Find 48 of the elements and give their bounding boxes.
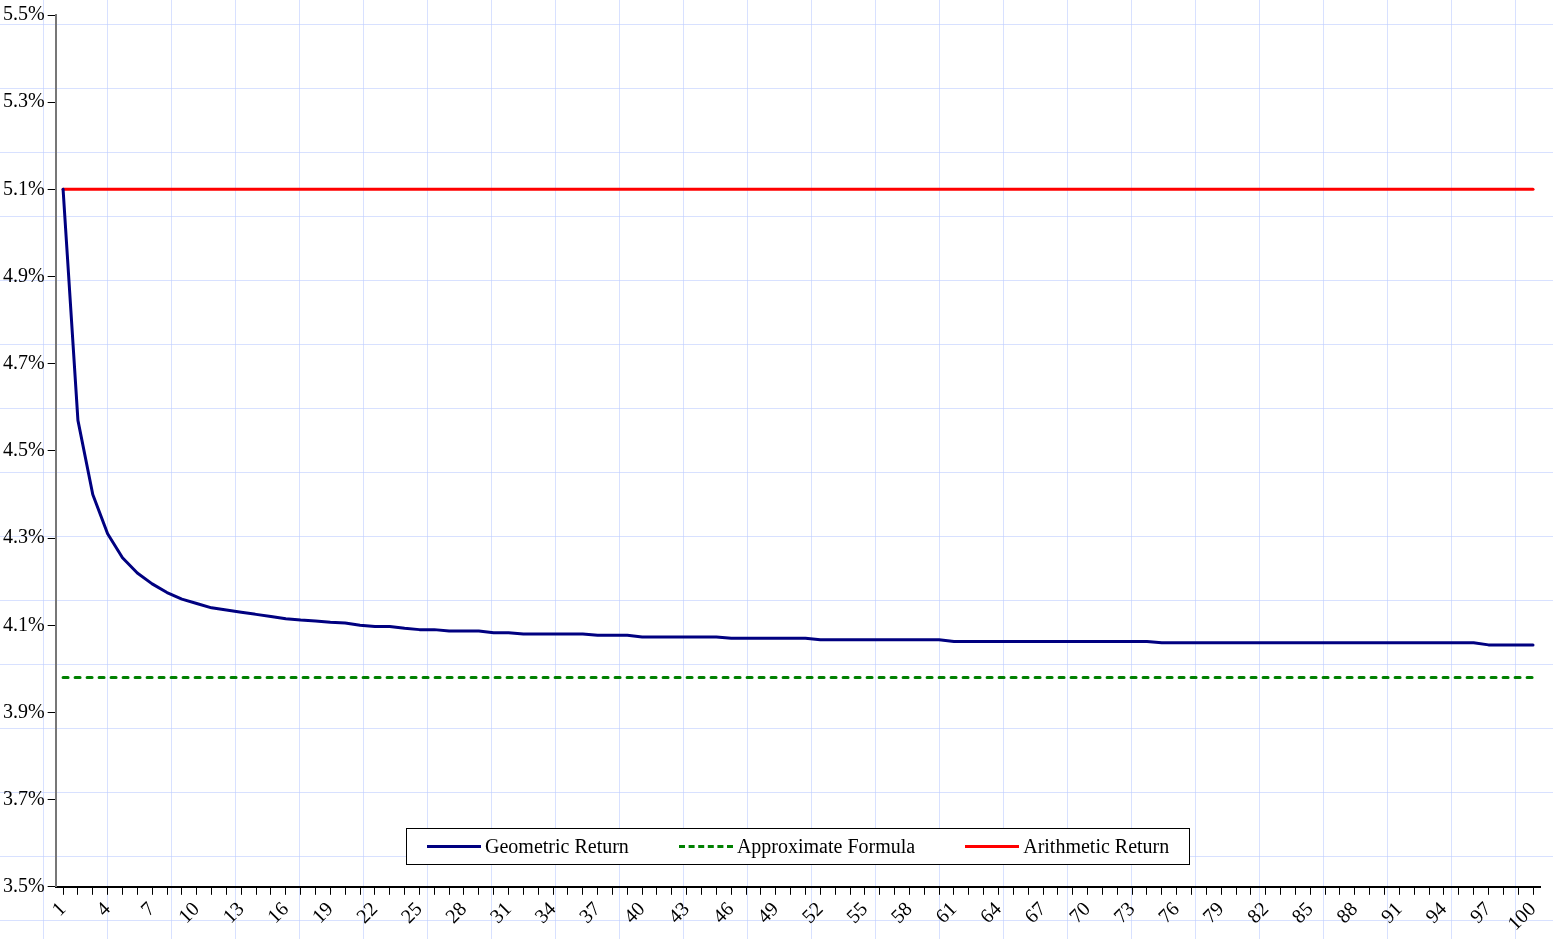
y-tick-label: 4.7%	[2, 350, 45, 373]
x-tick-label: 85	[1287, 897, 1317, 927]
x-tick-label: 73	[1108, 897, 1139, 927]
x-tick-label: 28	[440, 897, 471, 927]
x-tick-label: 13	[218, 897, 248, 927]
x-tick-label: 46	[708, 897, 738, 927]
x-tick-label: 88	[1331, 897, 1362, 927]
y-tick-label: 3.9%	[2, 699, 45, 722]
y-tick-label: 5.1%	[2, 176, 45, 199]
x-tick-label: 70	[1064, 897, 1095, 927]
y-tick-label: 5.3%	[2, 89, 45, 112]
x-tick-label: 52	[797, 897, 827, 927]
x-tick-label: 55	[841, 897, 872, 927]
x-tick-label: 43	[663, 897, 694, 927]
x-tick-label: 79	[1198, 897, 1228, 927]
x-tick-label: 82	[1242, 897, 1273, 927]
x-tick-label: 25	[396, 897, 426, 927]
x-tick-label: 97	[1465, 897, 1496, 927]
legend-label: Geometric Return	[485, 834, 629, 858]
x-tick-label: 91	[1376, 897, 1406, 927]
x-tick-label: 49	[752, 897, 783, 927]
x-tick-label: 94	[1420, 897, 1451, 927]
x-tick-label: 67	[1019, 897, 1050, 927]
x-tick-label: 31	[485, 897, 516, 927]
y-tick-label: 3.7%	[2, 786, 45, 809]
x-tick-label: 22	[351, 897, 382, 927]
x-tick-label: 7	[136, 897, 159, 920]
x-tick-label: 76	[1153, 897, 1184, 927]
x-tick-label: 4	[91, 897, 115, 920]
x-tick-label: 100	[1502, 897, 1540, 935]
x-tick-label: 64	[975, 897, 1006, 927]
y-tick-label: 4.3%	[2, 525, 45, 548]
x-tick-label: 34	[529, 897, 560, 927]
y-tick-label: 4.9%	[2, 263, 45, 286]
y-tick-label: 4.1%	[2, 612, 45, 635]
x-tick-label: 37	[574, 897, 605, 927]
x-tick-label: 40	[618, 897, 649, 927]
y-tick-label: 5.5%	[2, 2, 45, 25]
legend-label: Approximate Formula	[736, 834, 916, 858]
x-tick-label: 1	[47, 897, 70, 920]
x-tick-label: 10	[173, 897, 204, 927]
x-tick-label: 19	[307, 897, 337, 927]
x-tick-label: 16	[262, 897, 293, 927]
y-tick-label: 3.5%	[2, 874, 45, 897]
y-tick-label: 4.5%	[2, 438, 45, 461]
x-tick-label: 58	[886, 897, 916, 927]
x-tick-label: 61	[930, 897, 961, 927]
legend-label: Arithmetic Return	[1023, 834, 1170, 858]
